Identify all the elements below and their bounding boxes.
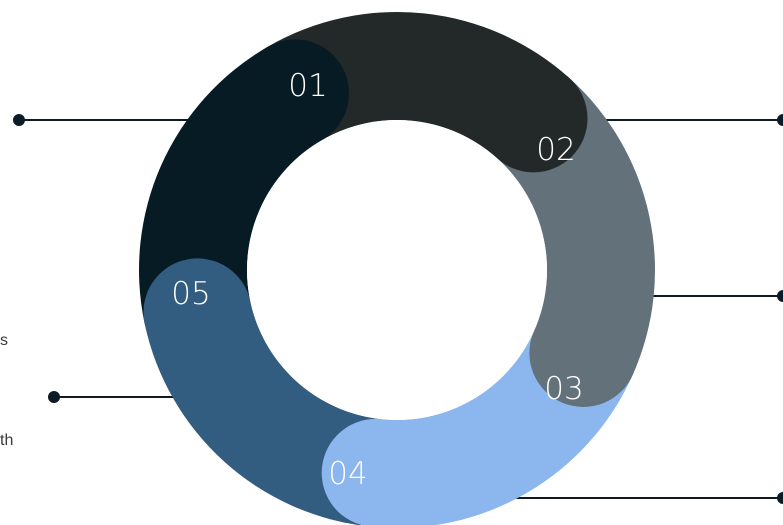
segment-cap-01 [479,64,588,173]
callout-dot-03 [777,290,783,302]
segment-label-01: 01 [288,68,327,104]
segment-label-04: 04 [328,456,367,492]
segment-cap-03 [321,418,430,525]
segment-labels: 01 02 03 04 05 [171,68,583,492]
segment-cap-04 [143,258,252,367]
callout-dot-02 [777,114,783,126]
side-text: s th [0,332,13,449]
callout-dot-01 [13,114,25,126]
segment-label-02: 02 [536,132,575,168]
segment-cap-02 [529,298,638,407]
ring-hole [247,120,547,420]
segment-label-05: 05 [171,276,210,312]
callout-dot-04 [777,492,783,504]
segment-caps [143,39,638,525]
side-text-line-1: s [0,332,8,349]
segment-cap-05 [241,39,349,148]
callout-connectors [13,114,783,504]
ring [139,11,655,525]
callout-dot-05 [48,391,60,403]
side-text-line-2: th [0,432,13,449]
segment-label-03: 03 [544,371,583,407]
